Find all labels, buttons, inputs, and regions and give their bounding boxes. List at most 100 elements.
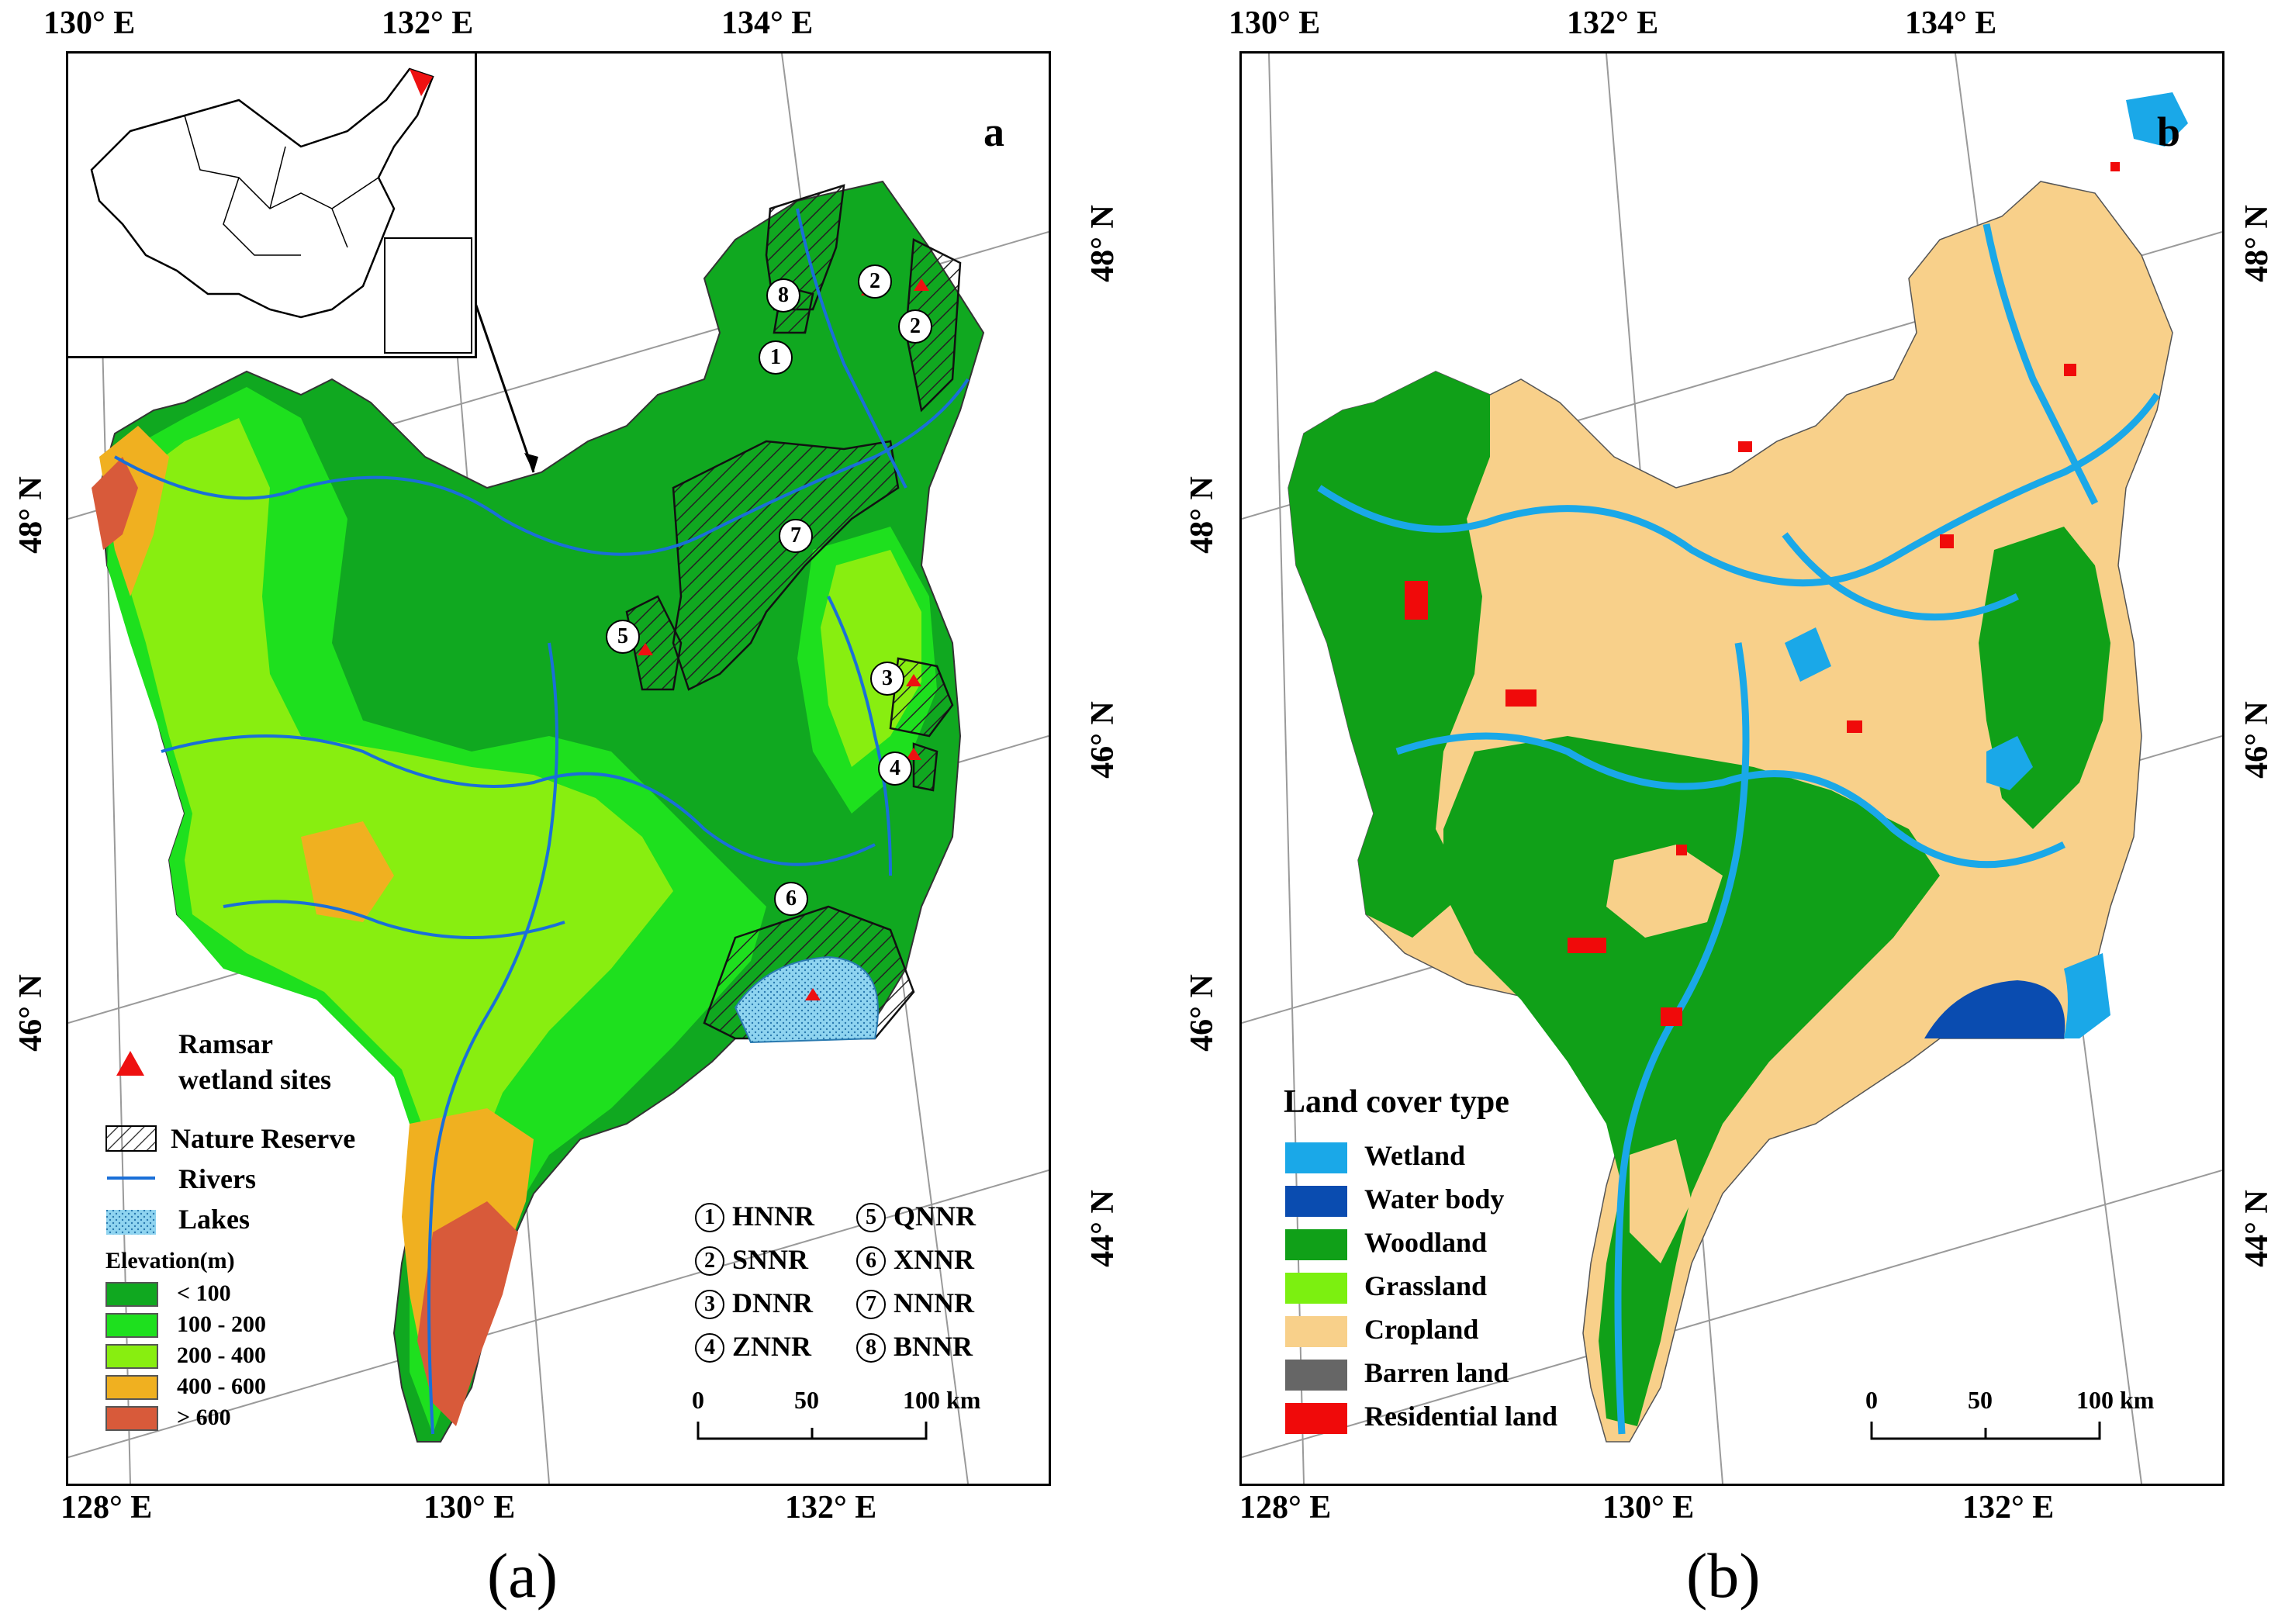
ramsar-site [906, 674, 921, 686]
china-inset-map [68, 54, 477, 358]
reserve-code: ZNNR [732, 1331, 812, 1362]
landcover-swatch-2 [1285, 1229, 1347, 1260]
map-marker: 2 [858, 264, 892, 299]
landcover-label-0: Wetland [1364, 1140, 1466, 1171]
legend-title: Land cover type [1284, 1084, 1509, 1120]
elevation-swatch-3 [105, 1375, 158, 1400]
bottom-lon-tick: 128° E [60, 1490, 153, 1526]
map-marker: 3 [870, 662, 904, 696]
ramsar-site [805, 988, 821, 1000]
ramsar-site [638, 643, 653, 655]
reserve-code: SNNR [732, 1244, 809, 1275]
scale-tick-0: 0 [1865, 1386, 1878, 1414]
landcover-label-3: Grassland [1364, 1270, 1488, 1301]
caption-b: (b) [1686, 1540, 1761, 1611]
scale-tick-0: 0 [692, 1386, 704, 1414]
reserve-code: NNNR [894, 1287, 974, 1318]
map-marker: 2 [898, 309, 932, 344]
right-lat-tick-b: 48° N [2238, 205, 2275, 282]
legend-ramsar-line1: Ramsar [178, 1028, 273, 1059]
map-marker: 1 [759, 340, 793, 375]
reserve-code: QNNR [894, 1201, 976, 1232]
landcover-swatch-6 [1285, 1403, 1347, 1434]
wetland-patch [2126, 92, 2188, 147]
scale-bar [697, 1422, 928, 1440]
landcover-label-6: Residential land [1364, 1401, 1558, 1432]
map-marker: 5 [606, 620, 640, 654]
cropland-patch [1606, 845, 1723, 938]
top-lon-tick: 130° E [43, 5, 136, 41]
legend-nature-reserve: Nature Reserve [171, 1123, 356, 1154]
bottom-lon-tick-b: 132° E [1962, 1490, 2055, 1526]
left-lat-tick-b: 46° N [1184, 974, 1220, 1052]
lakes-legend-swatch [106, 1210, 156, 1235]
legend-rivers: Rivers [178, 1163, 256, 1194]
bottom-lon-tick-b: 128° E [1239, 1490, 1332, 1526]
top-lon-tick-b: 130° E [1229, 5, 1321, 41]
cropland-patch-south [1630, 1139, 1692, 1263]
top-lon-tick-b: 134° E [1905, 5, 1997, 41]
panel-letter-b: b [2157, 109, 2181, 155]
reserve-code: DNNR [732, 1287, 813, 1318]
rivers [114, 208, 970, 1435]
scale-tick-100: 100 [2076, 1386, 2114, 1414]
elevation-band-above-600 [417, 1201, 518, 1426]
elevation-swatch-1 [105, 1313, 158, 1338]
scale-tick-50: 50 [794, 1386, 819, 1414]
right-lat-tick: 48° N [1084, 205, 1121, 282]
caption-a: (a) [487, 1540, 558, 1611]
landcover-label-2: Woodland [1364, 1227, 1488, 1258]
left-lat-tick-b: 48° N [1184, 476, 1220, 554]
elevation-label-1: 100 - 200 [177, 1311, 266, 1337]
elevation-swatch-2 [105, 1344, 158, 1369]
elevation-label-3: 400 - 600 [177, 1373, 266, 1399]
reserve-number: 5 [856, 1203, 886, 1232]
china-outline-svg [90, 67, 472, 354]
landcover-label-4: Cropland [1364, 1314, 1479, 1345]
bottom-lon-tick: 132° E [785, 1490, 877, 1526]
reserve-number: 8 [856, 1333, 886, 1363]
inset-arrow-head [524, 453, 538, 472]
elevation-swatch-4 [105, 1406, 158, 1431]
wetland-patch [1986, 736, 2033, 790]
landcover-label-5: Barren land [1364, 1357, 1509, 1388]
landcover-swatch-3 [1285, 1273, 1347, 1304]
top-lon-tick: 134° E [721, 5, 814, 41]
land-cover-map-svg [1242, 54, 2222, 1484]
map-marker: 8 [766, 278, 800, 313]
right-lat-tick-b: 44° N [2238, 1190, 2275, 1267]
map-marker: 7 [779, 519, 813, 553]
landcover-swatch-0 [1285, 1142, 1347, 1173]
reserve-number: 2 [695, 1246, 724, 1276]
rivers-legend-line [107, 1177, 155, 1180]
wetland-rivers [1317, 223, 2160, 1435]
scale-bar-b [1870, 1422, 2101, 1440]
scale-tick-100: 100 [903, 1386, 940, 1414]
right-lat-tick: 46° N [1084, 701, 1121, 779]
map-marker: 4 [878, 752, 912, 786]
reserve-code: BNNR [894, 1331, 973, 1362]
reserve-number: 7 [856, 1290, 886, 1319]
reserve-number: 3 [695, 1290, 724, 1319]
elevation-band-400-600-mid [301, 821, 394, 922]
wetland-khanka-rim [2064, 953, 2110, 1038]
scale-unit: km [946, 1386, 981, 1414]
reserve-code: XNNR [894, 1244, 974, 1275]
legend-lakes: Lakes [178, 1204, 251, 1235]
elevation-label-4: > 600 [177, 1405, 231, 1430]
elevation-swatch-0 [105, 1282, 158, 1307]
woodland-central [1443, 736, 1940, 1426]
top-lon-tick-b: 132° E [1567, 5, 1659, 41]
map-marker: 6 [774, 882, 808, 916]
reserve-code: HNNR [732, 1201, 814, 1232]
right-lat-tick-b: 46° N [2238, 701, 2275, 779]
reserve-number: 1 [695, 1203, 724, 1232]
scale-tick-50: 50 [1968, 1386, 1993, 1414]
elevation-band-200-400 [123, 418, 673, 1372]
left-lat-tick: 46° N [12, 974, 49, 1052]
landcover-label-1: Water body [1364, 1183, 1505, 1215]
elevation-label-2: 200 - 400 [177, 1342, 266, 1368]
panel-letter-a: a [983, 109, 1004, 155]
landcover-swatch-4 [1285, 1316, 1347, 1347]
reserve-number: 6 [856, 1246, 886, 1276]
